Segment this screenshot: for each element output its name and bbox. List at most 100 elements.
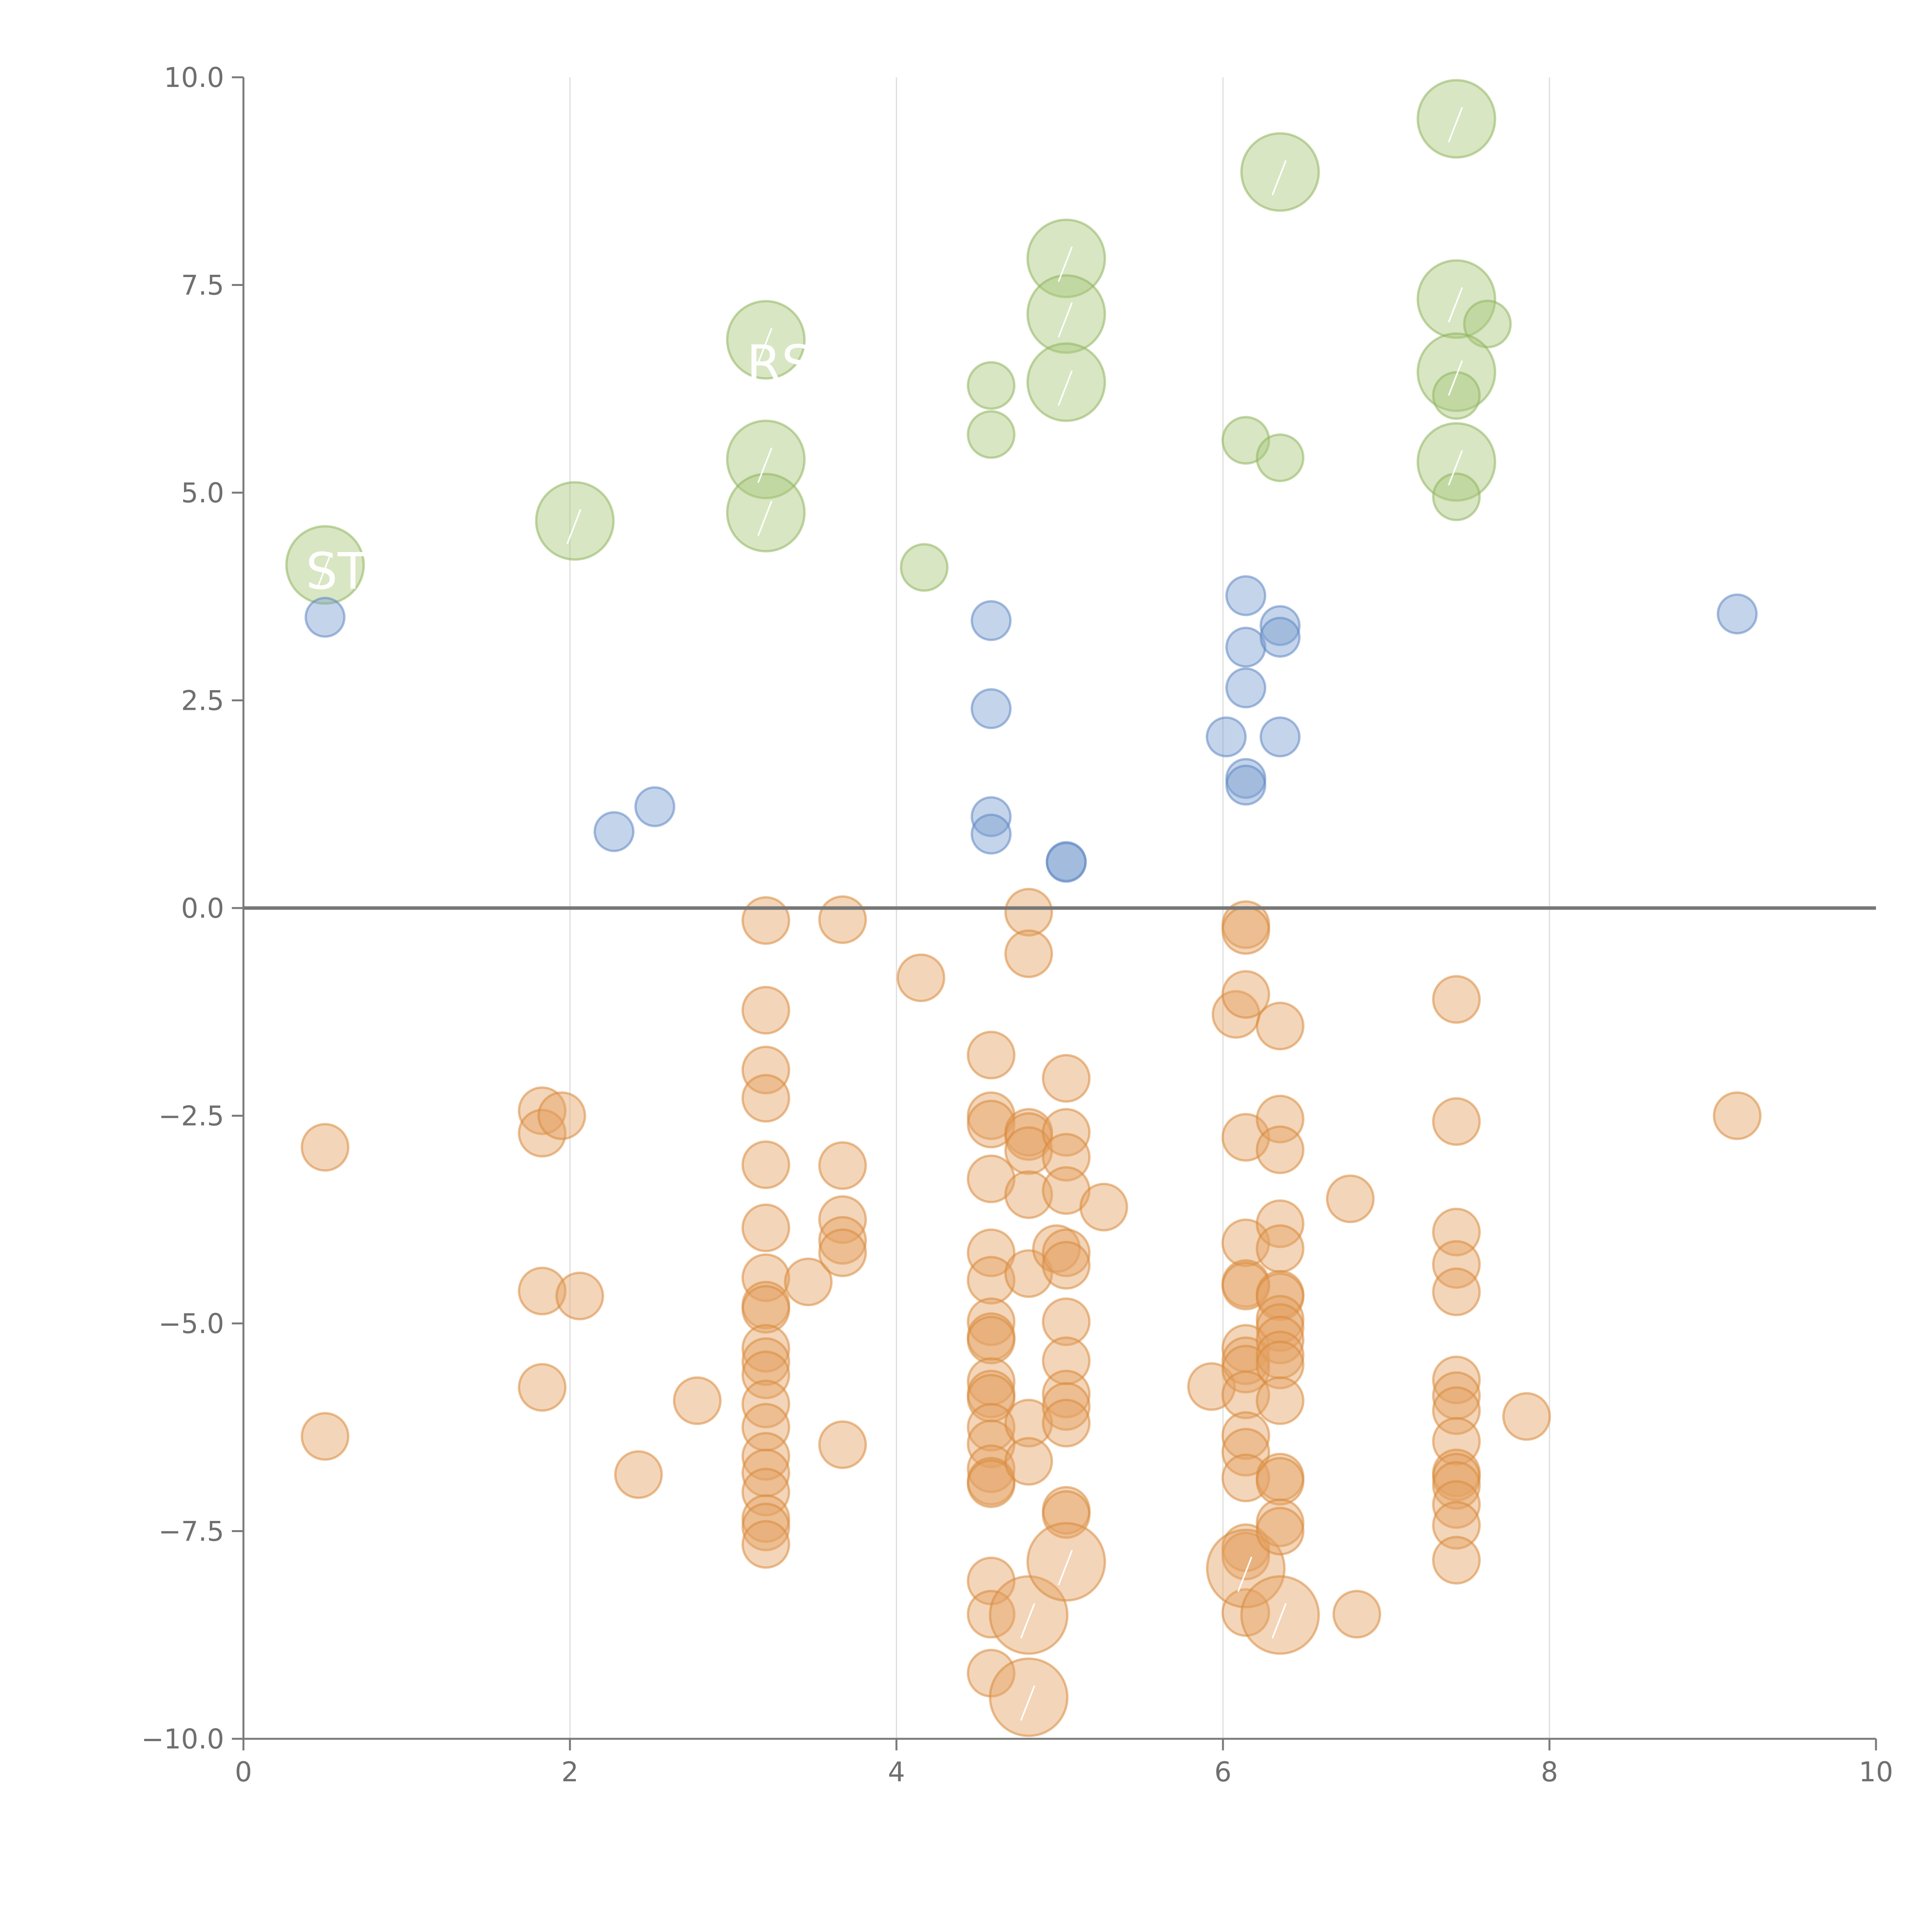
negative-bubble [1255,1507,1304,1556]
negative-bubble [818,1228,867,1277]
negative-bubble [1221,906,1270,955]
large-positive-bubble [535,481,615,561]
negative-bubble [1042,1382,1091,1431]
negative-bubble [537,1091,586,1140]
large-positive-bubble [1432,371,1481,420]
label-leader-line [316,553,332,588]
y-tick-label: −10.0 [141,1723,224,1755]
negative-bubble [1042,1297,1091,1346]
bubble-labels: ST RSV [306,107,1463,1721]
small-positive-bubble [1225,575,1267,616]
negative-bubble [742,1520,790,1569]
y-tick-label: 0.0 [181,893,224,924]
large-positive-bubble [1463,299,1512,349]
small-positive-bubble [304,597,346,638]
negative-bubble [967,1031,1016,1080]
small-positive-bubble [971,813,1012,855]
small-positive-bubble [1225,764,1267,806]
y-tick-label: 5.0 [181,477,224,509]
negative-bubble [1221,1411,1270,1460]
negative-bubble [742,1432,790,1481]
negative-bubble [1332,1590,1381,1639]
negative-bubble [1042,1108,1091,1157]
negative-bubble [742,1203,790,1252]
negative-bubble [1026,1522,1106,1602]
large-positive-bubble [1417,259,1497,339]
small-positive-bubble [1206,716,1247,758]
large-positive-bubble [1417,422,1497,502]
label-leader-line [1058,1550,1073,1585]
negative-bubble [742,986,790,1035]
negative-bubble [742,896,790,945]
label-leader-line [1020,1685,1036,1721]
negative-bubble [742,1324,790,1373]
negative-bubble [818,1141,867,1190]
large-positive-bubble [967,410,1016,459]
negative-bubble [1221,1532,1270,1580]
negative-bubble [967,1100,1016,1148]
negative-bubble [896,953,946,1002]
negative-bubble [1326,1174,1375,1223]
negative-bubble [742,1074,790,1123]
small-positive-bubble [1716,593,1758,634]
large-positive-bubble [726,300,806,380]
negative-bubble [1004,1112,1053,1161]
negative-bubble [967,1297,1016,1346]
negative-bubble [818,1216,867,1265]
y-tick-label: 2.5 [181,685,224,717]
negative-bubble [1255,1224,1304,1273]
negative-bubble [818,895,867,944]
negative-bubble [967,1444,1016,1493]
large-positive-bubble [1240,132,1320,212]
y-tick-label: 10.0 [164,62,224,94]
bubble-label-text: RSV [747,334,848,393]
negative-bubble [1255,1316,1304,1364]
negative-bubble [1042,1054,1091,1103]
negative-bubble [1432,1461,1481,1510]
negative-bubble [1004,1170,1053,1219]
large-positive-bubble [1255,433,1304,482]
small-positive-bubble [1259,716,1301,758]
x-tick-label: 4 [888,1756,905,1788]
negative-bubble [742,1350,790,1400]
label-leader-line [1448,107,1463,143]
x-tick-label: 6 [1214,1756,1232,1788]
negative-bubble [1255,1125,1304,1174]
negative-bubble [967,1154,1016,1203]
negative-bubble [742,1140,790,1189]
negative-bubble [818,1195,867,1244]
negative-bubble [555,1272,604,1321]
large-positive-bubble [1432,472,1481,521]
small-positive-bubble [971,600,1012,641]
negative-bubble [1432,1501,1481,1550]
large-positive-bubble [900,543,949,592]
x-tick-label: 0 [235,1756,252,1788]
negative-bubble [518,1267,567,1316]
label-leader-line [757,328,772,364]
negative-bubble [614,1450,663,1499]
large-positive-bubble [1417,79,1497,159]
negative-bubble [1042,1241,1091,1290]
negative-bubble [818,1420,867,1469]
large-positive-bubble [1026,342,1106,422]
large-positive-bubble [1026,274,1106,354]
label-leader-line [757,447,772,483]
label-leader-line [1448,360,1463,396]
large-positive-bubble [726,473,806,553]
negative-bubble [1255,1303,1304,1352]
small-positive-bubble [1225,667,1267,709]
negative-bubble [967,1256,1016,1305]
negative-bubble [742,1337,790,1386]
negative-bubble [1042,1228,1091,1277]
large-positive-bubble [285,525,365,605]
x-tick-label: 10 [1859,1756,1893,1788]
negative-bubble [1255,1002,1304,1051]
negative-bubble [1713,1091,1762,1140]
small-positive-bubble [594,811,635,852]
negative-bubble [1004,1399,1053,1447]
small-positive-bubble [1046,842,1087,883]
bubbles [285,79,1762,1737]
label-leader-line [1058,370,1073,406]
label-leader-line [1448,450,1463,486]
